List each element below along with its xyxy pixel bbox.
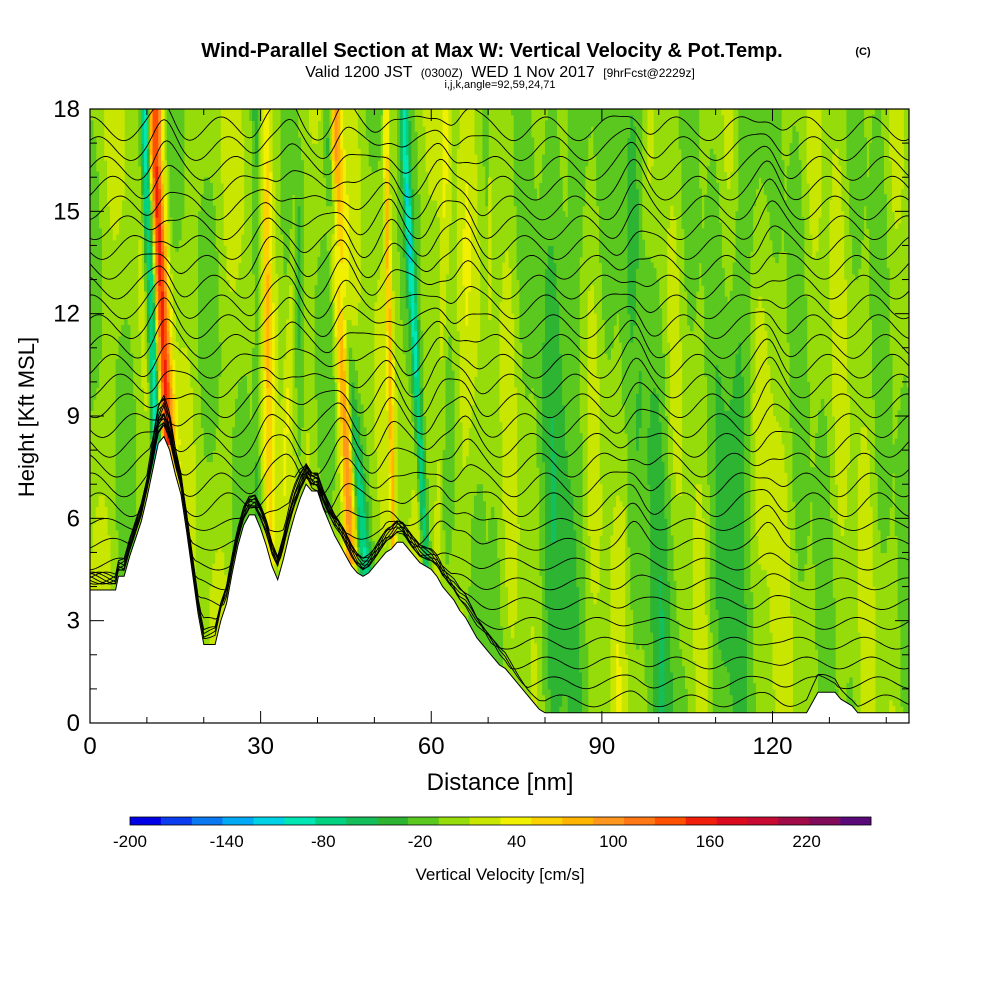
colorbar-swatch bbox=[469, 817, 501, 825]
colorbar-swatch bbox=[191, 817, 223, 825]
terrain-mask bbox=[90, 435, 909, 723]
y-tick-label: 12 bbox=[53, 301, 80, 328]
colorbar-tick-label: -80 bbox=[311, 832, 336, 851]
colorbar-swatch bbox=[315, 817, 347, 825]
colorbar-swatch bbox=[377, 817, 409, 825]
x-tick-label: 90 bbox=[589, 733, 616, 760]
colorbar-swatch bbox=[654, 817, 687, 825]
subtitle-date: WED 1 Nov 2017 bbox=[471, 64, 595, 81]
colorbar-swatch bbox=[778, 817, 810, 825]
colorbar-swatch bbox=[222, 817, 254, 825]
colorbar-swatch bbox=[531, 817, 563, 825]
subtitle-ijk: i,j,k,angle=92,59,24,71 bbox=[444, 79, 555, 91]
colorbar-tick-label: 100 bbox=[599, 832, 627, 851]
colorbar-tick-label: -140 bbox=[210, 832, 244, 851]
colorbar-tick-label: -20 bbox=[408, 832, 433, 851]
chart-title: Wind-Parallel Section at Max W: Vertical… bbox=[201, 40, 782, 62]
colorbar-swatch bbox=[438, 817, 470, 825]
colorbar-swatch bbox=[809, 817, 841, 825]
colorbar-tick-label: 40 bbox=[507, 832, 526, 851]
colorbar-swatch bbox=[593, 817, 625, 825]
chart-subtitle: Valid 1200 JST (0300Z) WED 1 Nov 2017 [9… bbox=[305, 64, 695, 81]
y-tick-label: 9 bbox=[67, 403, 80, 430]
y-tick-label: 0 bbox=[67, 710, 80, 737]
subtitle-forecast: [9hrFcst@2229z] bbox=[603, 66, 695, 80]
colorbar-swatch bbox=[130, 817, 162, 825]
colorbar-swatch bbox=[685, 817, 717, 825]
y-tick-label: 3 bbox=[67, 608, 80, 635]
colorbar-swatch bbox=[500, 817, 532, 825]
axes: 0 30 60 90 120 0 3 6 9 12 15 18 bbox=[53, 96, 909, 760]
y-tick-label: 15 bbox=[53, 198, 80, 225]
y-tick-label: 18 bbox=[53, 96, 80, 123]
plot-area bbox=[90, 109, 909, 723]
subtitle-valid: Valid 1200 JST bbox=[305, 64, 413, 81]
colorbar-swatch bbox=[716, 817, 748, 825]
x-axis-label: Distance [nm] bbox=[427, 769, 574, 796]
colorbar-tick-label: 160 bbox=[696, 832, 724, 851]
colorbar-tick-label: -200 bbox=[113, 832, 147, 851]
colorbar-tick-label: 220 bbox=[792, 832, 820, 851]
colorbar: -200 -140 -80 -20 40 100 160 220 bbox=[113, 816, 872, 851]
chart-title-mark: (C) bbox=[855, 46, 871, 58]
y-axis-label: Height [Kft MSL] bbox=[14, 337, 39, 497]
x-tick-label: 30 bbox=[247, 733, 274, 760]
theta-contours bbox=[90, 109, 909, 708]
subtitle-zulu: (0300Z) bbox=[421, 66, 463, 80]
colorbar-swatch bbox=[284, 817, 316, 825]
colorbar-swatch bbox=[160, 817, 193, 825]
colorbar-swatch bbox=[253, 817, 285, 825]
x-tick-label: 0 bbox=[83, 733, 96, 760]
colorbar-label: Vertical Velocity [cm/s] bbox=[415, 865, 584, 884]
colorbar-swatch bbox=[346, 817, 378, 825]
colorbar-swatch bbox=[407, 817, 440, 825]
x-tick-label: 120 bbox=[752, 733, 792, 760]
colorbar-swatch bbox=[624, 817, 656, 825]
colorbar-swatch bbox=[840, 817, 872, 825]
colorbar-swatch bbox=[562, 817, 594, 825]
x-tick-label: 60 bbox=[418, 733, 445, 760]
y-tick-label: 6 bbox=[67, 505, 80, 532]
colorbar-swatch bbox=[747, 817, 779, 825]
